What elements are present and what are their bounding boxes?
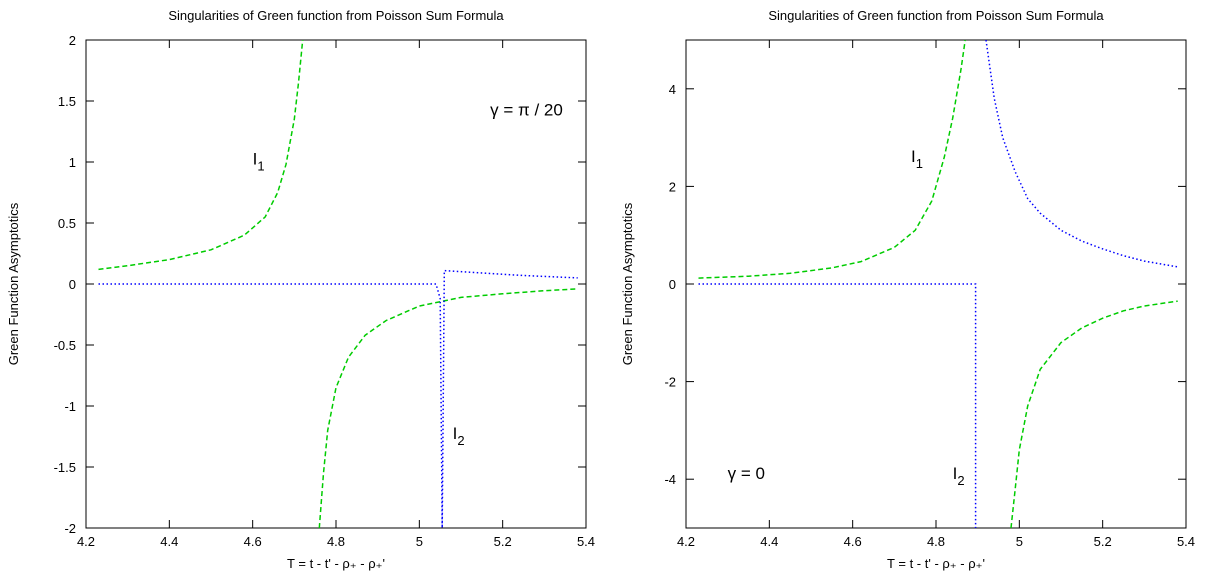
series-I1-right: [1010, 300, 1178, 528]
y-tick-label: 1: [69, 155, 76, 170]
x-tick-label: 4.6: [244, 534, 262, 549]
chart-title: Singularities of Green function from Poi…: [768, 8, 1104, 23]
x-tick-label: 5.4: [577, 534, 595, 549]
annotation: I2: [453, 424, 465, 448]
chart-title: Singularities of Green function from Poi…: [168, 8, 504, 23]
annotation: γ = π / 20: [490, 101, 563, 120]
annotation: I2: [953, 464, 965, 488]
x-tick-label: 4.4: [760, 534, 778, 549]
annotation-subscript: 1: [257, 158, 264, 173]
x-tick-label: 5.4: [1177, 534, 1195, 549]
series-I1-right: [318, 288, 578, 528]
annotation-text: I: [911, 147, 916, 166]
annotation-text: I: [453, 424, 458, 443]
x-axis-label: T = t - t' - ρ₊ - ρ₊': [287, 556, 385, 571]
annotation: I1: [253, 149, 265, 173]
x-tick-label: 4.8: [927, 534, 945, 549]
annotation: γ = 0: [728, 464, 765, 483]
y-axis-label: Green Function Asymptotics: [620, 202, 635, 365]
annotation-subscript: 2: [957, 473, 964, 488]
x-tick-label: 5: [1016, 534, 1023, 549]
y-tick-label: -1.5: [54, 460, 76, 475]
x-axis-label: T = t - t' - ρ₊ - ρ₊': [887, 556, 985, 571]
y-tick-label: -2: [64, 521, 76, 536]
series-I2-step: [698, 283, 977, 528]
annotation-subscript: 1: [916, 156, 923, 171]
y-tick-label: 1.5: [58, 94, 76, 109]
annotation: I1: [911, 147, 923, 171]
y-tick-label: -0.5: [54, 338, 76, 353]
x-tick-label: 4.8: [327, 534, 345, 549]
annotation-subscript: 2: [457, 433, 464, 448]
series-I2: [98, 269, 578, 528]
x-tick-label: 5.2: [1094, 534, 1112, 549]
y-axis-label: Green Function Asymptotics: [6, 202, 21, 365]
annotation-text: γ = π / 20: [490, 101, 563, 120]
y-tick-label: -1: [64, 399, 76, 414]
y-tick-label: 2: [69, 33, 76, 48]
y-tick-label: 0.5: [58, 216, 76, 231]
x-tick-label: 5.2: [494, 534, 512, 549]
y-tick-label: -2: [664, 375, 676, 390]
y-tick-label: 0: [69, 277, 76, 292]
x-tick-label: 4.2: [677, 534, 695, 549]
annotation-text: I: [953, 464, 958, 483]
x-tick-label: 4.2: [77, 534, 95, 549]
series-I1-left: [698, 40, 966, 279]
annotation-text: γ = 0: [728, 464, 765, 483]
x-tick-label: 4.6: [844, 534, 862, 549]
chart-panel-2: Singularities of Green function from Poi…: [620, 8, 1195, 571]
series-I1-left: [98, 40, 304, 271]
y-tick-label: 4: [669, 82, 676, 97]
series-I2-right: [985, 40, 1178, 268]
chart-panel-1: Singularities of Green function from Poi…: [6, 8, 595, 571]
x-tick-label: 4.4: [160, 534, 178, 549]
y-tick-label: 2: [669, 179, 676, 194]
annotation-text: I: [253, 149, 258, 168]
y-tick-label: -4: [664, 472, 676, 487]
y-tick-label: 0: [669, 277, 676, 292]
x-tick-label: 5: [416, 534, 423, 549]
